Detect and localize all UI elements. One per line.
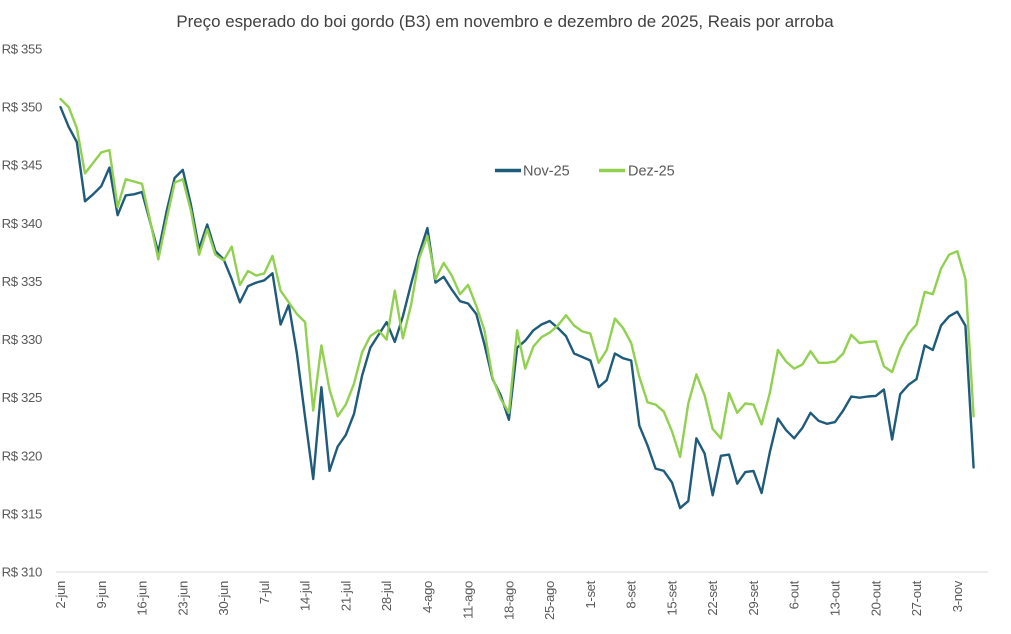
svg-text:8-set: 8-set [624,580,639,608]
svg-text:R$ 315: R$ 315 [2,506,42,521]
svg-text:7-jul: 7-jul [257,581,272,605]
svg-text:21-jul: 21-jul [338,581,353,612]
svg-text:Nov-25: Nov-25 [523,164,570,180]
svg-text:27-out: 27-out [909,580,924,616]
svg-text:2-jun: 2-jun [53,581,68,609]
svg-text:9-jun: 9-jun [94,581,109,609]
svg-text:25-ago: 25-ago [542,581,557,620]
svg-text:3-nov: 3-nov [950,580,965,612]
svg-text:R$ 320: R$ 320 [2,448,42,463]
svg-text:R$ 310: R$ 310 [2,565,42,580]
svg-text:18-ago: 18-ago [501,581,516,620]
svg-text:R$ 345: R$ 345 [2,158,42,173]
svg-text:6-out: 6-out [787,580,802,609]
svg-text:R$ 330: R$ 330 [2,332,42,347]
svg-text:4-ago: 4-ago [420,581,435,613]
svg-text:1-set: 1-set [583,580,598,608]
svg-text:R$ 350: R$ 350 [2,100,42,115]
svg-text:16-jun: 16-jun [135,581,150,616]
svg-text:14-jul: 14-jul [298,581,313,612]
svg-text:Dez-25: Dez-25 [628,164,675,180]
svg-text:22-set: 22-set [705,580,720,615]
svg-text:13-out: 13-out [828,580,843,616]
svg-text:Preço esperado do boi gordo (B: Preço esperado do boi gordo (B3) em nove… [176,12,834,31]
svg-text:R$ 335: R$ 335 [2,274,42,289]
svg-text:15-set: 15-set [665,580,680,615]
svg-text:R$ 355: R$ 355 [2,42,42,57]
svg-text:R$ 340: R$ 340 [2,216,42,231]
svg-text:11-ago: 11-ago [461,581,476,619]
svg-text:28-jul: 28-jul [379,581,394,612]
svg-text:30-jun: 30-jun [216,581,231,616]
svg-text:20-out: 20-out [868,580,883,616]
svg-text:29-set: 29-set [746,580,761,615]
svg-text:R$ 325: R$ 325 [2,390,42,405]
svg-text:23-jun: 23-jun [175,581,190,616]
